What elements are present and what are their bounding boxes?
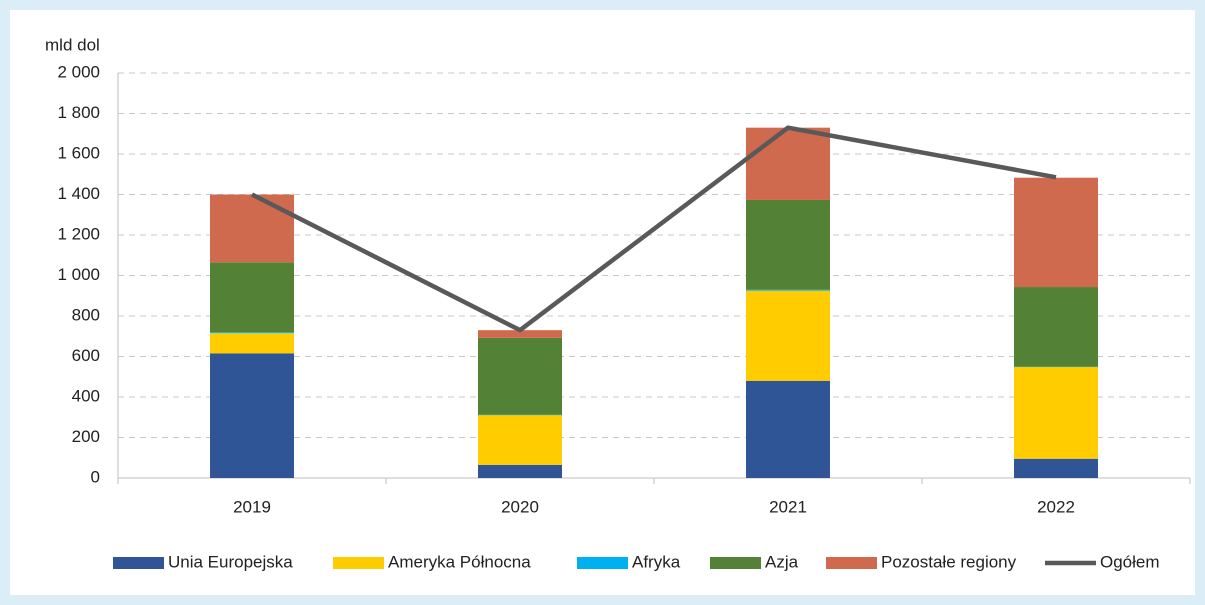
bar-segment <box>478 464 562 478</box>
bar-segment <box>746 289 830 291</box>
bar-segment <box>478 330 562 338</box>
legend-label: Ameryka Północna <box>388 552 531 571</box>
legend-label: Unia Europejska <box>168 552 293 571</box>
bar-segment <box>1014 367 1098 459</box>
x-tick-label: 2020 <box>501 497 539 516</box>
y-tick-label: 400 <box>72 386 100 405</box>
legend-label: Azja <box>765 552 799 571</box>
legend-label: Pozostałe regiony <box>881 552 1017 571</box>
bar-segment <box>210 262 294 333</box>
y-tick-label: 1 800 <box>57 103 100 122</box>
bar-segment <box>1014 177 1098 288</box>
x-tick-label: 2022 <box>1037 497 1075 516</box>
bar-segment <box>210 353 294 478</box>
y-tick-label: 1 600 <box>57 143 100 162</box>
bar-segment <box>478 415 562 465</box>
x-tick-label: 2019 <box>233 497 271 516</box>
y-tick-label: 200 <box>72 427 100 446</box>
bar-segment <box>746 290 830 381</box>
bar-segment <box>746 199 830 290</box>
y-tick-label: 0 <box>91 467 100 486</box>
bar-segment <box>746 380 830 478</box>
total-line <box>250 125 1057 333</box>
y-tick-label: 1 400 <box>57 184 100 203</box>
bar-segment <box>1014 458 1098 478</box>
legend-swatch <box>710 557 761 569</box>
legend-label: Afryka <box>632 552 681 571</box>
y-axis-label: mld dol <box>45 35 100 54</box>
legend-swatch <box>826 557 877 569</box>
x-tick-label: 2021 <box>769 497 807 516</box>
legend-swatch <box>333 557 384 569</box>
bar-segment <box>1014 287 1098 367</box>
bar-segment <box>210 194 294 263</box>
y-tick-label: 600 <box>72 346 100 365</box>
y-tick-label: 1 200 <box>57 224 100 243</box>
panel <box>10 10 1195 595</box>
y-tick-label: 2 000 <box>57 62 100 81</box>
bar-segment <box>478 337 562 415</box>
y-tick-label: 1 000 <box>57 265 100 284</box>
y-tick-label: 800 <box>72 305 100 324</box>
bar-segment <box>210 332 294 334</box>
legend-swatch <box>577 557 628 569</box>
legend-swatch <box>113 557 164 569</box>
bar-segment <box>746 127 830 200</box>
legend-label: Ogółem <box>1100 552 1160 571</box>
bar-segment <box>210 333 294 354</box>
